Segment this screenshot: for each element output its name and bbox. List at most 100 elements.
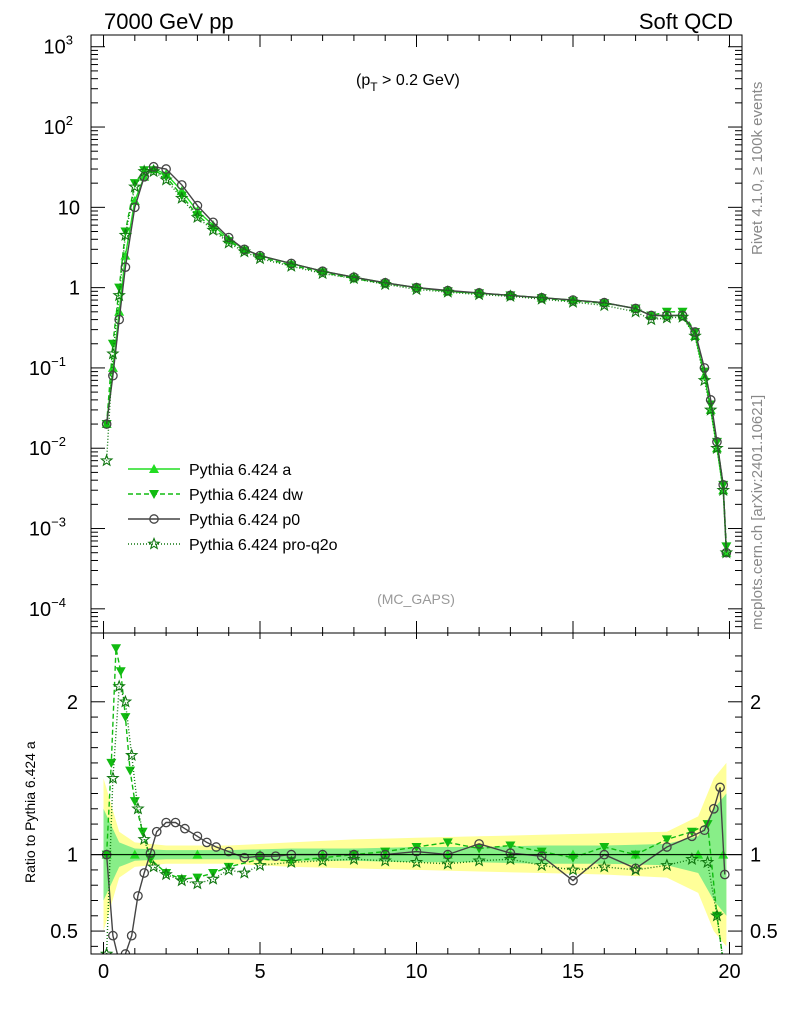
cut-label-suffix: > 0.2 GeV) bbox=[378, 72, 460, 89]
x-tick-label: 15 bbox=[562, 961, 584, 983]
main-point-dw bbox=[161, 172, 172, 182]
ratio-point-pro bbox=[206, 872, 220, 885]
x-tick-label: 20 bbox=[718, 961, 740, 983]
ratio-point-pro bbox=[159, 867, 173, 881]
x-tick-label: 0 bbox=[98, 961, 109, 983]
main-point-pro bbox=[597, 298, 611, 312]
main-point-p0 bbox=[208, 217, 218, 228]
legend-label-dw: Pythia 6.424 dw bbox=[189, 487, 303, 504]
main-point-pro bbox=[253, 251, 267, 265]
main-point-pro bbox=[118, 228, 133, 241]
ratio-point-dw bbox=[106, 758, 117, 768]
ratio-point-dw bbox=[286, 856, 297, 866]
main-point-pro bbox=[106, 346, 120, 360]
main-point-a bbox=[107, 362, 118, 372]
main-line-pro bbox=[105, 170, 728, 553]
ratio-point-p0 bbox=[115, 957, 123, 965]
ratio-ylabel: Ratio to Pythia 6.424 a bbox=[22, 741, 38, 883]
main-point-pro bbox=[675, 310, 690, 323]
ratio-series-layer bbox=[91, 644, 742, 965]
ratio-y-tick-label-left: 0.5 bbox=[50, 921, 78, 943]
main-point-pro bbox=[660, 310, 674, 324]
main-point-p0 bbox=[139, 171, 150, 182]
main-series-pro bbox=[99, 164, 734, 559]
y-tick-label: 10−2 bbox=[29, 434, 66, 460]
ratio-line-dw bbox=[105, 648, 723, 954]
main-point-dw bbox=[536, 294, 547, 304]
main-point-p0 bbox=[108, 370, 118, 381]
ratio-point-pro bbox=[99, 946, 114, 954]
ratio-point-pro bbox=[597, 859, 611, 873]
main-point-pro bbox=[190, 210, 205, 224]
ratio-y-tick-label-right: 2 bbox=[750, 692, 761, 714]
legend-item-dw: Pythia 6.424 dw bbox=[128, 487, 303, 504]
ratio-point-p0 bbox=[108, 930, 118, 941]
ratio-point-pro bbox=[472, 853, 486, 867]
ratio-point-pro bbox=[685, 852, 699, 865]
main-point-pro bbox=[710, 441, 724, 455]
main-point-pro bbox=[644, 312, 659, 326]
ratio-point-dw bbox=[661, 835, 672, 845]
ratio-point-pro bbox=[284, 855, 298, 868]
side-mcplots-label: mcplots.cern.ch [arXiv:2401.10621] bbox=[749, 395, 766, 630]
ratio-point-dw bbox=[442, 838, 453, 848]
ratio-point-dw bbox=[137, 827, 148, 837]
main-point-dw bbox=[114, 283, 125, 293]
main-point-dw bbox=[192, 211, 203, 221]
ratio-point-p0 bbox=[145, 848, 156, 858]
y-tick-label: 10−3 bbox=[29, 515, 66, 541]
ratio-point-p0 bbox=[239, 852, 250, 863]
main-point-a bbox=[120, 250, 131, 260]
ratio-point-pro bbox=[347, 852, 361, 865]
main-point-pro bbox=[472, 287, 486, 301]
main-point-p0 bbox=[223, 232, 234, 243]
ratio-point-dw bbox=[223, 862, 234, 872]
main-point-pro bbox=[719, 545, 734, 559]
main-point-a bbox=[129, 195, 140, 205]
main-point-p0 bbox=[630, 303, 641, 314]
ratio-point-pro bbox=[441, 856, 455, 870]
ratio-point-p0 bbox=[170, 817, 181, 828]
main-point-pro bbox=[697, 373, 712, 387]
main-point-pro bbox=[112, 288, 126, 302]
ratio-frame bbox=[90, 632, 743, 955]
ratio-point-pro bbox=[190, 876, 205, 890]
main-point-pro bbox=[174, 191, 189, 204]
ratio-point-p0 bbox=[139, 868, 150, 878]
side-rivet-label: Rivet 4.1.0, ≥ 100k events bbox=[749, 82, 766, 255]
ratio-y-tick-label-left: 2 bbox=[67, 692, 78, 714]
main-point-dw bbox=[120, 227, 131, 237]
main-point-pro bbox=[703, 402, 718, 416]
ratio-point-pro bbox=[503, 852, 518, 865]
ratio-point-p0 bbox=[192, 831, 203, 842]
main-point-dw bbox=[139, 166, 150, 176]
ratio-point-p0 bbox=[180, 823, 190, 834]
ratio-point-pro bbox=[628, 862, 643, 876]
ratio-y-tick-label-right: 1 bbox=[750, 845, 761, 867]
main-point-dw bbox=[474, 289, 485, 299]
ratio-point-pro bbox=[535, 858, 549, 872]
legend-marker-pro bbox=[147, 536, 161, 550]
ratio-point-p0 bbox=[715, 782, 725, 793]
main-point-pro bbox=[146, 164, 161, 178]
ratio-point-p0 bbox=[708, 803, 719, 814]
main-point-pro bbox=[566, 294, 580, 308]
ratio-point-dw bbox=[111, 644, 122, 654]
main-point-p0 bbox=[718, 479, 729, 490]
main-point-pro bbox=[688, 328, 702, 342]
ratio-point-pro bbox=[118, 694, 133, 708]
legend-item-pro: Pythia 6.424 pro-q2o bbox=[128, 536, 338, 554]
main-point-p0 bbox=[114, 314, 125, 325]
header-right: Soft QCD bbox=[639, 9, 733, 34]
ratio-series-p0 bbox=[101, 782, 730, 965]
y-tick-label: 1 bbox=[69, 278, 80, 300]
ratio-point-p0 bbox=[270, 851, 281, 862]
ratio-point-pro bbox=[125, 748, 139, 761]
ratio-point-pro bbox=[237, 865, 252, 879]
legend: Pythia 6.424 a Pythia 6.424 dw Pythia 6.42… bbox=[128, 462, 338, 554]
main-series-layer bbox=[99, 161, 734, 559]
legend-marker-dw bbox=[149, 490, 159, 499]
main-point-p0 bbox=[699, 363, 710, 373]
ratio-point-dw bbox=[380, 847, 391, 857]
